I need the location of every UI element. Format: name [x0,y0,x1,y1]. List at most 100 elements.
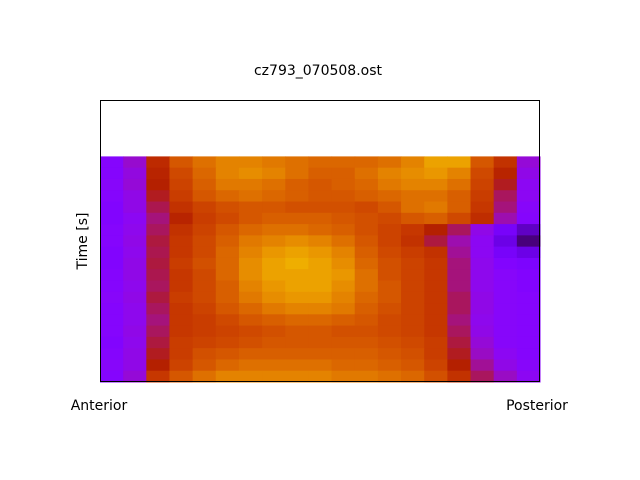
heatmap-cell [215,280,240,293]
heatmap-cell [215,212,240,225]
heatmap-cell [146,167,170,180]
heatmap-cells [100,156,541,383]
heatmap-cell [146,178,170,191]
heatmap-cell [285,359,309,372]
heatmap-cell [169,269,194,281]
heatmap-cell [215,370,240,383]
heatmap-cell [516,291,541,304]
heatmap-cell [377,212,402,225]
heatmap-cell [516,314,541,327]
heatmap-cell [516,359,541,372]
heatmap-cell [238,336,263,349]
heatmap-cell [100,212,124,225]
heatmap-cell [424,156,448,169]
heatmap-cell [192,314,217,327]
heatmap-cell [308,303,333,315]
heatmap-cell [424,303,448,315]
heatmap-cell [401,257,425,270]
heatmap-cell [123,167,147,180]
heatmap-cell [447,269,472,281]
heatmap-cell [238,303,263,315]
heatmap-cell [215,167,240,180]
heatmap-cell [192,212,217,225]
heatmap-cell [470,348,495,360]
heatmap-cell [493,190,518,203]
heatmap-cell [447,336,472,349]
heatmap-cell [331,370,356,383]
heatmap-cell [215,291,240,304]
heatmap-cell [401,336,425,349]
heatmap-cell [262,303,286,315]
heatmap-cell [424,224,448,236]
heatmap-cell [123,269,147,281]
heatmap-cell [377,291,402,304]
heatmap-cell [169,325,194,338]
heatmap-cell [123,348,147,360]
heatmap-cell [308,178,333,191]
heatmap-cell [308,291,333,304]
heatmap-cell [331,201,356,214]
heatmap-cell [516,167,541,180]
heatmap-cell [100,190,124,203]
heatmap-cell [238,257,263,270]
heatmap-cell [331,224,356,236]
heatmap-cell [238,325,263,338]
heatmap-cell [262,235,286,248]
heatmap-cell [424,314,448,327]
heatmap-cell [470,269,495,281]
heatmap-cell [123,336,147,349]
heatmap-cell [285,190,309,203]
heatmap-cell [100,314,124,327]
heatmap-cell [146,224,170,236]
heatmap-cell [169,359,194,372]
heatmap-cell [123,201,147,214]
heatmap-cell [493,303,518,315]
heatmap-cell [516,348,541,360]
heatmap-cell [238,167,263,180]
heatmap-cell [146,235,170,248]
heatmap-cell [354,156,379,169]
heatmap-cell [401,314,425,327]
heatmap-cell [354,178,379,191]
heatmap-cell [424,235,448,248]
heatmap-cell [424,257,448,270]
heatmap-cell [262,178,286,191]
heatmap-cell [401,303,425,315]
heatmap-cell [331,336,356,349]
heatmap-cell [308,235,333,248]
heatmap-cell [100,325,124,338]
heatmap-cell [123,359,147,372]
heatmap-cell [470,314,495,327]
heatmap-cell [262,156,286,169]
heatmap-cell [516,336,541,349]
heatmap-cell [354,280,379,293]
heatmap-cell [516,190,541,203]
heatmap-cell [377,257,402,270]
heatmap-cell [100,370,124,383]
heatmap-cell [401,224,425,236]
heatmap-cell [354,190,379,203]
heatmap-cell [215,325,240,338]
heatmap-cell [331,156,356,169]
heatmap-cell [262,314,286,327]
heatmap-cell [238,235,263,248]
heatmap-cell [401,178,425,191]
heatmap-cell [354,167,379,180]
heatmap-cell [146,336,170,349]
heatmap-cell [100,348,124,360]
heatmap-cell [192,280,217,293]
heatmap-cell [169,167,194,180]
heatmap-cell [493,325,518,338]
heatmap-cell [123,291,147,304]
heatmap-cell [424,212,448,225]
heatmap-cell [401,348,425,360]
heatmap-cell [447,370,472,383]
heatmap-cell [516,280,541,293]
heatmap-cell [100,156,124,169]
heatmap-cell [100,291,124,304]
heatmap-cell [424,291,448,304]
heatmap-cell [262,325,286,338]
heatmap-cell [493,201,518,214]
heatmap-cell [238,190,263,203]
